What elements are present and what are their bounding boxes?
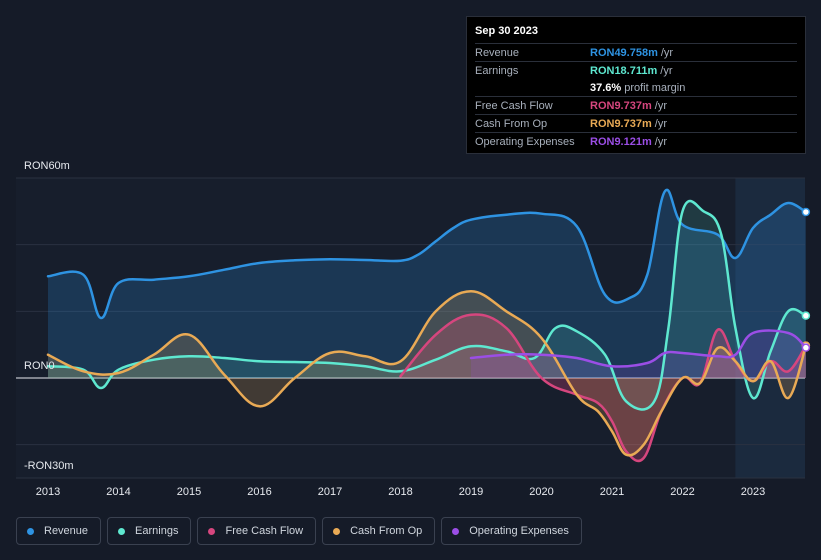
legend-label: Earnings	[135, 525, 179, 537]
y-tick-top: RON60m	[24, 160, 70, 172]
tooltip-unit: /yr	[660, 64, 673, 77]
tooltip-unit: /yr	[654, 117, 667, 130]
tooltip-value: RON9.121m	[590, 135, 652, 148]
legend-dot-icon	[333, 527, 341, 535]
tooltip-label: Free Cash Flow	[475, 99, 553, 112]
tooltip-row-margin: 37.6% profit margin	[475, 79, 797, 96]
forecast-highlight	[735, 178, 805, 478]
legend-label: Revenue	[44, 525, 89, 537]
x-tick-label: 2019	[459, 486, 483, 498]
legend-item-free-cash-flow[interactable]: Free Cash Flow	[197, 517, 317, 545]
legend-dot-icon	[27, 527, 34, 535]
tooltip-unit: /yr	[654, 135, 667, 148]
tooltip-row-cfo: Cash From Op RON9.737m /yr	[475, 114, 797, 132]
line-cash-from-op	[46, 290, 808, 457]
tooltip-value: RON49.758m	[590, 46, 658, 59]
data-tooltip: Sep 30 2023 Revenue RON49.758m /yr Earni…	[466, 16, 806, 154]
chart-legend: Revenue Earnings Free Cash Flow Cash Fro…	[16, 517, 582, 545]
legend-item-earnings[interactable]: Earnings	[107, 517, 192, 545]
legend-dot-icon	[452, 527, 460, 535]
tooltip-label: Revenue	[475, 46, 520, 59]
legend-dot-icon	[208, 527, 216, 535]
legend-item-cash-from-op[interactable]: Cash From Op	[322, 517, 436, 545]
legend-dot-icon	[118, 527, 126, 535]
tooltip-unit: /yr	[660, 46, 674, 59]
legend-item-operating-expenses[interactable]: Operating Expenses	[441, 517, 582, 545]
endpoint-earnings	[801, 311, 811, 320]
x-tick-label: 2016	[247, 486, 271, 498]
x-tick-label: 2017	[318, 486, 342, 498]
area-earnings	[48, 200, 806, 410]
x-tick-label: 2021	[600, 486, 624, 498]
legend-label: Operating Expenses	[469, 525, 569, 537]
x-tick-label: 2023	[741, 486, 765, 498]
chart-grid	[16, 177, 805, 479]
tooltip-label: Earnings	[475, 64, 519, 77]
area-operating-expenses	[471, 330, 806, 378]
tooltip-date: Sep 30 2023	[475, 25, 538, 37]
y-tick-zero: RON0	[24, 360, 55, 372]
tooltip-value: RON9.737m	[590, 99, 652, 112]
tooltip-row-fcf: Free Cash Flow RON9.737m /yr	[475, 96, 797, 114]
tooltip-value: RON18.711m	[590, 64, 658, 77]
tooltip-value: RON9.737m	[590, 117, 652, 130]
tooltip-row-earnings: Earnings RON18.711m /yr	[475, 61, 797, 79]
x-tick-label: 2020	[529, 486, 553, 498]
tooltip-row-opex: Operating Expenses RON9.121m /yr	[475, 132, 797, 150]
area-cash-from-op	[48, 291, 806, 456]
plot-background	[16, 178, 805, 478]
line-earnings	[46, 199, 808, 411]
chart-lines	[46, 188, 811, 463]
tooltip-value: 37.6%	[590, 81, 622, 94]
tooltip-unit: /yr	[654, 99, 667, 112]
endpoint-operating-expenses	[801, 343, 811, 352]
legend-item-revenue[interactable]: Revenue	[16, 517, 102, 545]
x-tick-label: 2018	[388, 486, 412, 498]
tooltip-row-revenue: Revenue RON49.758m /yr	[475, 43, 797, 61]
x-tick-label: 2022	[670, 486, 694, 498]
x-tick-label: 2015	[177, 486, 201, 498]
area-revenue	[48, 189, 806, 378]
tooltip-label: Cash From Op	[475, 117, 548, 130]
y-tick-bottom: -RON30m	[24, 460, 74, 472]
endpoint-revenue	[801, 207, 811, 217]
x-tick-label: 2014	[106, 486, 130, 498]
legend-label: Cash From Op	[350, 525, 423, 537]
legend-label: Free Cash Flow	[225, 525, 304, 537]
x-tick-label: 2013	[36, 486, 60, 498]
tooltip-unit: profit margin	[624, 81, 686, 94]
x-axis-ticks: 2013 2014 2015 2016 2017 2018 2019 2020 2021 2022…	[36, 486, 765, 498]
tooltip-label: Operating Expenses	[475, 135, 575, 148]
line-revenue	[46, 188, 808, 320]
line-operating-expenses	[469, 329, 808, 368]
